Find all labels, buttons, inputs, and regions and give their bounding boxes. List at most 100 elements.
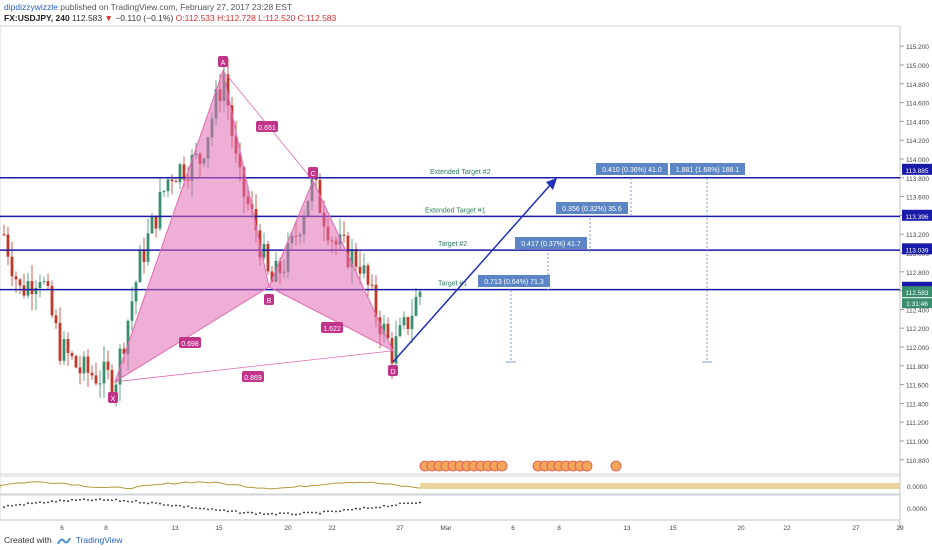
y-tick-label: 113.800: [906, 176, 929, 183]
footer: Created with TradingView: [4, 535, 123, 545]
candle-body: [346, 235, 350, 267]
oscillator-2-dot: [411, 502, 413, 505]
oscillator-2-dot: [271, 512, 273, 515]
candle-body: [26, 281, 30, 296]
candle-body: [46, 281, 50, 286]
oscillator-2-dot: [255, 513, 257, 516]
x-tick-label: 22: [783, 525, 791, 532]
oscillator-2-dot: [55, 500, 57, 503]
oscillator-2-dot: [7, 504, 9, 507]
oscillator-2-dot: [95, 498, 97, 501]
oscillator-2-dot: [35, 501, 37, 504]
candle-body: [110, 369, 114, 395]
pattern-point-tag: [108, 392, 118, 403]
candle-body: [98, 383, 102, 385]
tradingview-brand[interactable]: TradingView: [75, 535, 123, 545]
y-tick-label: 110.800: [906, 458, 929, 465]
oscillator-2-dot: [339, 510, 341, 513]
oscillator-2-dot: [75, 499, 77, 502]
pattern-line-xd: [114, 350, 394, 383]
oscillator-1-label: 0.0000: [907, 484, 927, 491]
oscillator-2-dot: [215, 509, 217, 511]
candle-body: [178, 164, 182, 183]
pattern-ratio-tag: [256, 121, 278, 132]
oscillator-2-dot: [379, 506, 381, 509]
pattern-point-tag: [218, 56, 228, 67]
candle-body: [414, 296, 418, 316]
oscillator-2-dot: [247, 511, 249, 514]
oscillator-2-dot: [227, 510, 229, 513]
y-tick-label: 114.400: [906, 119, 929, 126]
pattern-ratio-tag: [242, 371, 264, 382]
oscillator-2-dot: [323, 510, 325, 513]
symbol-info: FX:USDJPY, 240 112.583 ▼ −0.110 (−0.1%) …: [4, 13, 336, 23]
oscillator-2-dot: [87, 499, 89, 501]
oscillator-2-dot: [83, 498, 85, 501]
pattern-ratio-label: 1.622: [323, 326, 341, 333]
x-tick-label: 6: [60, 525, 64, 532]
oscillator-2-dot: [31, 502, 33, 505]
oscillator-2-dot: [351, 508, 353, 511]
candle-body: [34, 288, 38, 295]
oscillator-2-dot: [155, 502, 157, 504]
countdown-label: 1:31:46: [906, 301, 928, 308]
publish-text: published on TradingView.com, February 2…: [60, 2, 293, 12]
oscillator-2-dot: [219, 509, 221, 512]
oscillator-2-dot: [171, 504, 173, 507]
oscillator-2-dot: [367, 507, 369, 510]
candle-body: [134, 282, 138, 302]
measure-label: 0.713 (0.64%) 71.3: [484, 279, 544, 286]
candle-body: [114, 384, 118, 395]
oscillator-2-dot: [263, 513, 265, 516]
oscillator-2-dot: [403, 502, 405, 505]
candle-body: [226, 74, 230, 106]
oscillator-2-dot: [3, 506, 5, 508]
candle-body: [106, 361, 110, 370]
candle-body: [366, 265, 370, 285]
candle-body: [354, 249, 358, 267]
measure-label: 0.356 (0.32%) 35.6: [562, 206, 622, 213]
oscillator-2-dot: [291, 513, 293, 516]
oscillator-2-dot: [59, 499, 61, 502]
oscillator-2-dot: [91, 499, 93, 502]
y-tick-label: 114.000: [906, 157, 929, 164]
oscillator-2-dot: [363, 506, 365, 509]
ohlc-close: C:112.583: [297, 13, 337, 23]
event-icon: [496, 460, 508, 472]
oscillator-2-dot: [167, 504, 169, 506]
oscillator-2-dot: [199, 507, 201, 510]
oscillator-2-dot: [267, 513, 269, 515]
oscillator-2-dot: [99, 498, 101, 500]
oscillator-2-dot: [391, 504, 393, 507]
author-link[interactable]: dipdizzywizzle: [4, 2, 58, 12]
x-tick-label: 20: [284, 525, 292, 532]
candle-body: [54, 315, 58, 323]
oscillator-2-dot: [203, 507, 205, 510]
oscillator-2-dot: [51, 500, 53, 502]
measure-box: [478, 275, 550, 287]
pattern-point-label: C: [310, 171, 315, 178]
candle-body: [130, 301, 134, 321]
oscillator-2-dot: [119, 500, 121, 503]
y-tick-label: 111.600: [906, 383, 929, 390]
candle-body: [70, 353, 74, 357]
candle-body: [138, 249, 142, 283]
oscillator-2-dot: [183, 506, 185, 508]
price-tag-label: 113.885: [905, 168, 928, 175]
oscillator-2-dot: [287, 512, 289, 514]
x-tick-label: 13: [171, 525, 179, 532]
event-icon: [581, 460, 593, 472]
candle-body: [254, 209, 258, 231]
candle-body: [94, 375, 98, 384]
candle-body: [102, 361, 106, 384]
oscillator-2-dot: [67, 500, 69, 503]
oscillator-2-dot: [327, 510, 329, 513]
y-tick-label: 111.200: [906, 420, 929, 427]
x-tick-label: 8: [557, 525, 561, 532]
event-markers: [419, 460, 622, 472]
oscillator-2-dot: [259, 512, 261, 514]
candle-body: [406, 317, 410, 330]
projection-arrow-head: [546, 178, 557, 190]
candle-body: [270, 271, 274, 282]
